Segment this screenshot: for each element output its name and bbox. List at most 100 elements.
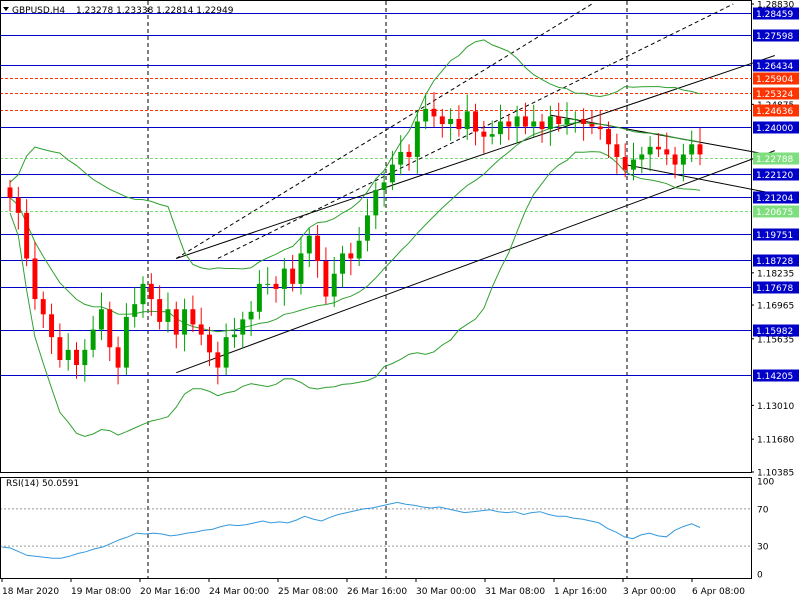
candle-body (365, 215, 370, 241)
x-tick-label: 18 Mar 2020 (2, 587, 59, 597)
price-tag (753, 152, 799, 165)
candle-body (115, 347, 121, 368)
candle-body (7, 187, 13, 198)
candle-body (165, 309, 171, 322)
y-tick-label: 1.18235 (757, 269, 794, 279)
x-tick-label: 19 Mar 08:00 (71, 587, 131, 597)
price-tag-label: 1.17678 (756, 284, 793, 294)
chevron-down-icon[interactable] (3, 7, 9, 11)
price-tag (753, 104, 799, 117)
candle-body (207, 334, 212, 353)
candle-body (664, 149, 670, 155)
rsi-line (1, 501, 701, 559)
candle-body (456, 118, 462, 130)
candle-body (265, 283, 271, 285)
x-tick-label: 3 Apr 00:00 (623, 587, 676, 597)
price-tag (753, 191, 799, 204)
candle-body (572, 118, 578, 120)
candle-body (522, 116, 528, 127)
price-tag-label: 1.24636 (756, 107, 793, 117)
price-tag-label: 1.15982 (756, 327, 793, 337)
candle-body (589, 124, 595, 127)
rsi-tick-label: 70 (757, 505, 769, 515)
price-tag-label: 1.25904 (756, 75, 793, 85)
candle-body (323, 261, 329, 297)
main-panel-frame (0, 0, 752, 473)
candle-body (606, 129, 612, 145)
candle-body (215, 352, 221, 368)
candle-body (356, 240, 362, 259)
x-tick-label: 1 Apr 16:00 (554, 587, 607, 597)
grid-layer (147, 1, 628, 578)
rsi-panel: 100 70 30 0 (0, 478, 774, 581)
candle-body (306, 235, 312, 254)
rsi-header: RSI(14) 50.0591 (6, 479, 79, 489)
candle-body (672, 154, 678, 165)
candle-body (448, 118, 454, 125)
price-tag-label: 1.26434 (756, 62, 793, 72)
candle-body (597, 126, 603, 130)
price-tag-label: 1.28459 (756, 10, 793, 20)
rsi-tick-label: 100 (757, 478, 774, 488)
x-tick-label: 25 Mar 08:00 (278, 587, 338, 597)
candle-body (348, 253, 354, 259)
candle-body (132, 304, 138, 317)
candle-body (680, 154, 686, 165)
bollinger-upper (9, 39, 701, 270)
price-tag-label: 1.27598 (756, 32, 793, 42)
candle-body (173, 309, 179, 335)
candle-body (439, 116, 445, 125)
candle-body (506, 121, 512, 127)
price-tag-label: 1.22788 (756, 155, 793, 165)
price-tag (753, 168, 799, 181)
x-tick-label: 6 Apr 08:00 (692, 587, 745, 597)
candle-body (90, 329, 96, 350)
candle-body (148, 283, 154, 300)
candle-body (547, 116, 553, 130)
candle-body (98, 309, 104, 330)
price-tag-label: 1.25324 (756, 90, 793, 100)
price-tag (753, 324, 799, 337)
bollinger-lower (9, 151, 701, 437)
candle-body (256, 283, 262, 312)
candle-body (431, 108, 437, 117)
ohlc-readout: 1.23278 1.23338 1.22814 1.22949 (76, 6, 234, 16)
y-tick-label: 1.13010 (757, 402, 794, 412)
price-tag-label: 1.14205 (756, 372, 793, 382)
candle-body (281, 268, 287, 289)
candle-body (581, 118, 587, 125)
candle-body (290, 268, 296, 284)
price-tag (753, 369, 799, 382)
x-tick-label: 26 Mar 16:00 (347, 587, 407, 597)
price-tag-label: 1.19751 (756, 231, 793, 241)
candle-body (614, 144, 620, 157)
candle-body (182, 309, 188, 335)
candle-body (473, 111, 479, 132)
candle-body (273, 283, 279, 289)
price-tag (753, 29, 799, 42)
candle-body (157, 299, 163, 322)
rsi-panel-frame (0, 477, 752, 579)
candle-body (414, 121, 420, 157)
price-tag-label: 1.24000 (756, 124, 793, 134)
x-tick-label: 30 Mar 00:00 (416, 587, 476, 597)
candle-body (381, 182, 387, 190)
candle-body (398, 151, 404, 165)
price-tag (753, 7, 799, 20)
candle-body (340, 253, 345, 274)
candle-body (190, 309, 196, 325)
price-tag (753, 59, 799, 72)
candle-body (481, 131, 487, 137)
price-tag-label: 1.20675 (756, 208, 793, 218)
trend-lines (176, 3, 775, 374)
trend-line-dashed (176, 3, 593, 259)
x-tick-label: 20 Mar 16:00 (140, 587, 200, 597)
candle-body (423, 108, 429, 122)
candle-body (647, 146, 653, 155)
price-tag (753, 281, 799, 294)
candle-body (373, 189, 379, 216)
candle-body (74, 349, 79, 366)
price-tag (753, 87, 799, 100)
